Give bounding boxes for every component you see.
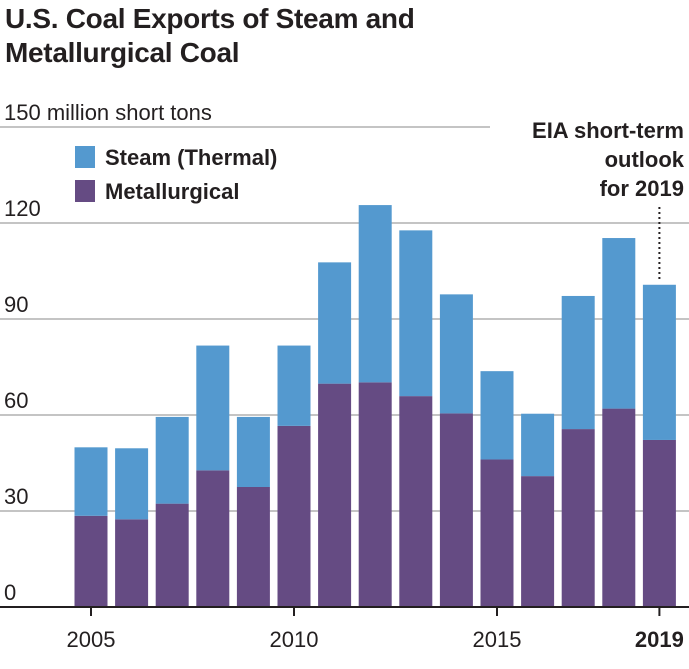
bar-steam-2017 — [561, 295, 595, 430]
bar-metallurgical-2011 — [318, 383, 352, 607]
legend-label-steam: Steam (Thermal) — [105, 145, 277, 170]
bar-metallurgical-2009 — [236, 487, 270, 607]
bar-steam-2006 — [115, 448, 149, 520]
y-axis-units-label: 150 million short tons — [4, 100, 212, 125]
bar-metallurgical-2018 — [602, 408, 636, 607]
legend-swatch-metallurgical — [75, 180, 95, 202]
y-tick-label-30: 30 — [4, 484, 28, 509]
x-tick-label-2010: 2010 — [270, 627, 319, 652]
legend-swatch-steam — [75, 146, 95, 168]
legend: Steam (Thermal) Metallurgical — [75, 145, 277, 204]
bar-steam-2005 — [74, 447, 108, 516]
bar-metallurgical-2013 — [399, 396, 433, 607]
bar-metallurgical-2016 — [521, 476, 555, 607]
bar-steam-2015 — [480, 371, 514, 460]
bar-steam-2008 — [196, 345, 230, 471]
bar-steam-2007 — [155, 416, 189, 504]
chart-title: U.S. Coal Exports of Steam and Metallurg… — [5, 2, 415, 70]
legend-label-metallurgical: Metallurgical — [105, 179, 239, 204]
bar-metallurgical-2007 — [155, 503, 189, 607]
bar-metallurgical-2017 — [561, 429, 595, 607]
annotation-line-1: EIA short-term — [532, 118, 684, 143]
y-tick-label-60: 60 — [4, 388, 28, 413]
bar-metallurgical-2012 — [358, 382, 392, 607]
bar-metallurgical-2010 — [277, 425, 311, 607]
y-tick-label-90: 90 — [4, 292, 28, 317]
bars — [74, 205, 676, 607]
bar-metallurgical-2014 — [439, 413, 473, 607]
annotation-line-3: for 2019 — [600, 176, 684, 201]
bar-metallurgical-2005 — [74, 515, 108, 607]
bar-metallurgical-2008 — [196, 470, 230, 607]
bar-steam-2013 — [399, 230, 433, 397]
x-tick-label-2005: 2005 — [67, 627, 116, 652]
chart-title-line-2: Metallurgical Coal — [5, 37, 240, 68]
bar-steam-2019 — [642, 284, 676, 440]
bar-steam-2010 — [277, 345, 311, 426]
bar-metallurgical-2006 — [115, 519, 149, 607]
annotation: EIA short-term outlook for 2019 — [532, 118, 685, 281]
bar-metallurgical-2019 — [642, 439, 676, 607]
bar-steam-2011 — [318, 262, 352, 384]
bar-steam-2014 — [439, 294, 473, 414]
axes: 0 30 60 90 120 150 million short tons 2005 2010… — [0, 100, 689, 652]
chart-title-line-1: U.S. Coal Exports of Steam and — [5, 3, 415, 34]
annotation-line-2: outlook — [605, 147, 685, 172]
bar-steam-2009 — [236, 416, 270, 487]
y-tick-label-0: 0 — [4, 580, 16, 605]
y-tick-label-120: 120 — [4, 196, 41, 221]
bar-steam-2016 — [521, 413, 555, 477]
bar-steam-2012 — [358, 205, 392, 383]
bar-steam-2018 — [602, 238, 636, 409]
bar-metallurgical-2015 — [480, 459, 514, 607]
x-tick-label-2015: 2015 — [473, 627, 522, 652]
x-tick-label-2019: 2019 — [635, 627, 684, 652]
